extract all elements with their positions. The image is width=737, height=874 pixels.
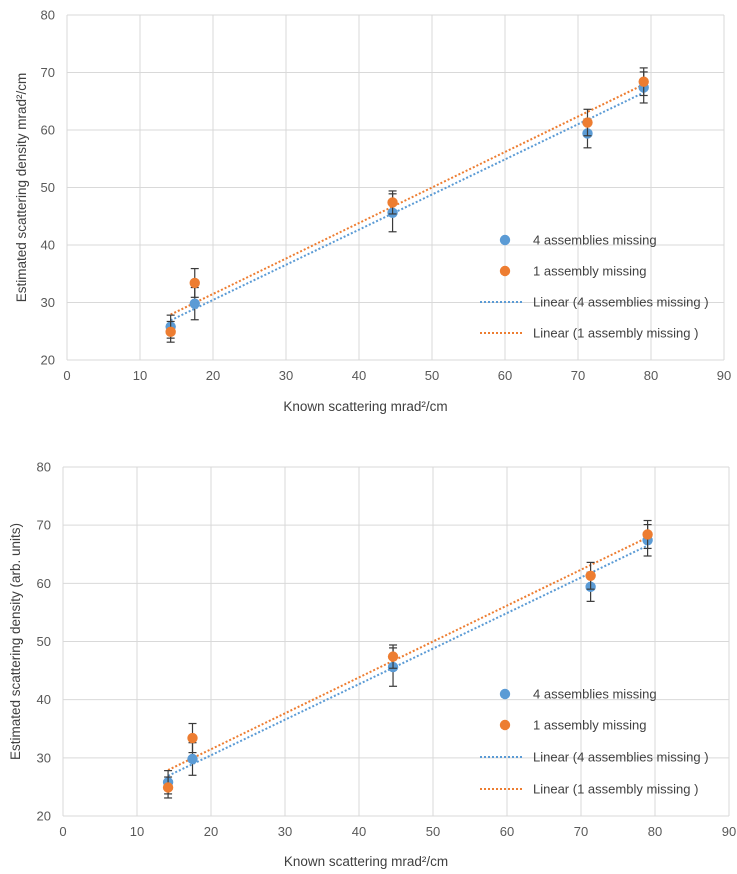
data-point: [162, 782, 174, 793]
x-tick-label: 70: [571, 368, 585, 383]
y-tick-label: 70: [41, 65, 55, 80]
data-point: [387, 197, 398, 208]
chart-top: 0 10 20 30 40 50 60 70 80 90 20 30 40 50 60 70 80 Known s…: [14, 8, 731, 415]
legend-entry-linear-4: Linear (4 assemblies missing ): [480, 750, 709, 765]
gridlines: [62, 466, 730, 817]
legend-entry-1-assembly: 1 assembly missing: [499, 718, 646, 733]
data-point: [642, 529, 653, 540]
y-tick-label: 30: [37, 750, 51, 765]
trendline-4-assemblies: [170, 91, 645, 322]
y-tick-label: 20: [41, 353, 55, 368]
y-axis-title: Estimated scattering density (arb. units…: [8, 523, 23, 760]
legend-label: Linear (1 assembly missing ): [533, 782, 698, 797]
x-axis-title: Known scattering mrad²/cm: [283, 399, 447, 414]
y-tick-label: 80: [37, 460, 51, 475]
legend-marker: [499, 688, 511, 700]
x-tick-label: 60: [498, 368, 512, 383]
x-tick-label: 50: [426, 824, 440, 839]
legend-label: 1 assembly missing: [533, 718, 646, 733]
legend-label: 4 assemblies missing: [533, 687, 657, 702]
x-tick-label: 90: [722, 824, 736, 839]
data-point: [638, 76, 649, 87]
y-tick-label: 70: [37, 518, 51, 533]
legend-entry-linear-4: Linear (4 assemblies missing ): [480, 295, 709, 310]
y-tick-label: 40: [37, 692, 51, 707]
trendline-1-assembly: [167, 536, 649, 771]
legend-label: Linear (4 assemblies missing ): [533, 295, 709, 310]
data-point: [582, 117, 593, 128]
data-point: [187, 753, 198, 765]
data-point: [585, 570, 596, 581]
y-tick-label: 40: [41, 238, 55, 253]
x-tick-label: 10: [133, 368, 147, 383]
legend: 4 assemblies missing 1 assembly missing Li…: [480, 687, 709, 797]
legend-entry-1-assembly: 1 assembly missing: [499, 264, 646, 279]
legend-label: Linear (4 assemblies missing ): [533, 750, 709, 765]
gridlines: [66, 14, 725, 361]
legend-entry-linear-1: Linear (1 assembly missing ): [480, 326, 698, 341]
data-point: [189, 298, 200, 309]
x-tick-label: 0: [63, 368, 70, 383]
legend-label: 1 assembly missing: [533, 264, 646, 279]
data-point: [387, 651, 399, 662]
legend-entry-4-assemblies: 4 assemblies missing: [499, 687, 657, 702]
x-tick-label: 0: [59, 824, 66, 839]
y-tick-label: 30: [41, 295, 55, 310]
y-tick-label: 50: [37, 634, 51, 649]
y-tick-label: 20: [37, 809, 51, 824]
data-point: [187, 732, 198, 744]
x-tick-label: 10: [130, 824, 144, 839]
x-tick-label: 40: [352, 368, 366, 383]
x-tick-label: 60: [500, 824, 514, 839]
chart-bottom: 0 10 20 30 40 50 60 70 80 90 20 30 40 50 60 70 80 Known s…: [8, 460, 736, 870]
legend-marker: [499, 719, 511, 731]
x-tick-label: 30: [279, 368, 293, 383]
data-point: [189, 277, 200, 289]
trendline-4-assemblies: [167, 544, 649, 777]
y-tick-label: 60: [37, 576, 51, 591]
x-tick-label: 20: [206, 368, 220, 383]
y-axis-title: Estimated scattering density mrad²/cm: [14, 73, 29, 303]
legend: 4 assemblies missing 1 assembly missing Li…: [480, 233, 709, 341]
x-tick-label: 20: [204, 824, 218, 839]
series-1-assembly-missing: [165, 67, 649, 343]
legend-marker: [499, 234, 511, 246]
legend-label: 4 assemblies missing: [533, 233, 657, 248]
x-axis-title: Known scattering mrad²/cm: [284, 854, 448, 869]
trendline-1-assembly: [170, 83, 645, 316]
legend-label: Linear (1 assembly missing ): [533, 326, 698, 341]
y-tick-label: 80: [41, 8, 55, 23]
legend-marker: [499, 265, 511, 277]
x-tick-label: 80: [644, 368, 658, 383]
x-tick-label: 70: [574, 824, 588, 839]
y-tick-label: 50: [41, 180, 55, 195]
series-1-assembly-missing: [162, 519, 653, 799]
x-tick-label: 50: [425, 368, 439, 383]
y-tick-label: 60: [41, 123, 55, 138]
x-tick-label: 80: [648, 824, 662, 839]
legend-entry-4-assemblies: 4 assemblies missing: [499, 233, 657, 248]
x-tick-label: 90: [717, 368, 731, 383]
x-tick-label: 40: [352, 824, 366, 839]
x-tick-label: 30: [278, 824, 292, 839]
legend-entry-linear-1: Linear (1 assembly missing ): [480, 782, 698, 797]
data-point: [165, 326, 176, 338]
